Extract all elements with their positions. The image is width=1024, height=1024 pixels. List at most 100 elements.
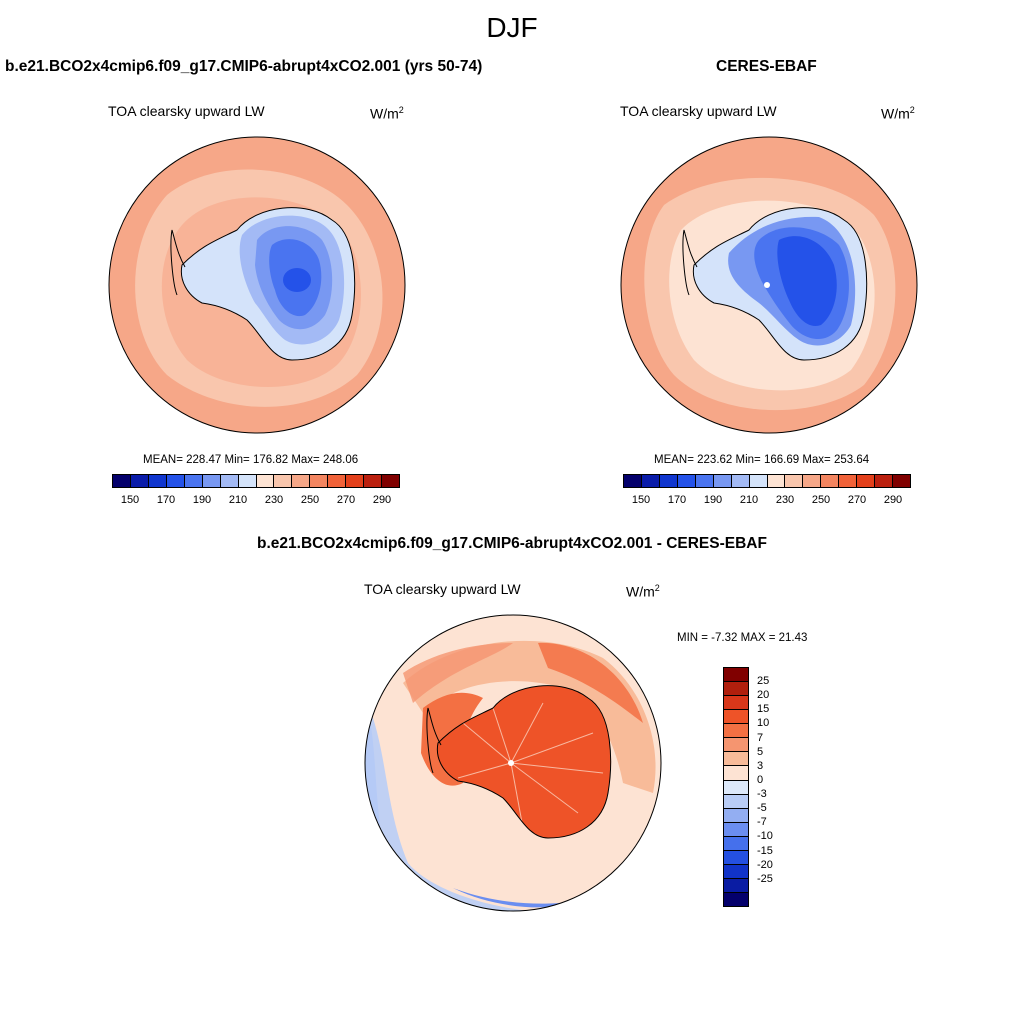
colorbar-swatch bbox=[724, 738, 748, 753]
colorbar-tick-label: -20 bbox=[757, 858, 773, 871]
colorbar-swatch bbox=[238, 475, 257, 487]
colorbar-tick-label: 210 bbox=[228, 494, 248, 506]
colorbar-swatch bbox=[677, 475, 696, 487]
colorbar-swatch bbox=[113, 475, 131, 487]
colorbar-swatch bbox=[839, 475, 858, 487]
colorbar-swatch bbox=[767, 475, 786, 487]
colorbar-swatch bbox=[724, 724, 748, 739]
diff-colorbar-ticks: 25 20 15 10 7 5 3 0 -3 -5 -7 -10 -15 -20 -25 bbox=[757, 667, 787, 907]
colorbar-swatch bbox=[731, 475, 750, 487]
colorbar-tick-label: 25 bbox=[757, 675, 770, 688]
colorbar-tick-label: 250 bbox=[300, 494, 320, 506]
colorbar-tick-label: 0 bbox=[757, 773, 764, 786]
colorbar-swatch bbox=[346, 475, 365, 487]
colorbar-swatch bbox=[130, 475, 149, 487]
diff-colorbar bbox=[723, 667, 749, 907]
colorbar-tick-label: 230 bbox=[264, 494, 284, 506]
right-colorbar bbox=[623, 474, 911, 488]
colorbar-swatch bbox=[724, 893, 748, 907]
colorbar-tick-label: 270 bbox=[336, 494, 356, 506]
colorbar-swatch bbox=[724, 850, 748, 865]
diff-panel-case-title: b.e21.BCO2x4cmip6.f09_g17.CMIP6-abrupt4x… bbox=[257, 535, 767, 552]
left-panel-variable-label: TOA clearsky upward LW bbox=[108, 103, 265, 119]
left-colorbar bbox=[112, 474, 400, 488]
colorbar-swatch bbox=[148, 475, 167, 487]
colorbar-tick-label: 190 bbox=[703, 494, 723, 506]
colorbar-swatch bbox=[724, 808, 748, 823]
colorbar-swatch bbox=[724, 696, 748, 711]
colorbar-tick-label: 270 bbox=[847, 494, 867, 506]
diff-polar-map bbox=[364, 614, 662, 912]
colorbar-swatch bbox=[857, 475, 876, 487]
colorbar-tick-label: 150 bbox=[631, 494, 651, 506]
colorbar-swatch bbox=[659, 475, 678, 487]
colorbar-swatch bbox=[724, 864, 748, 879]
colorbar-tick-label: 15 bbox=[757, 703, 770, 716]
colorbar-swatch bbox=[724, 836, 748, 851]
colorbar-swatch bbox=[724, 794, 748, 809]
colorbar-tick-label: 3 bbox=[757, 759, 764, 772]
diff-panel-stats: MIN = -7.32 MAX = 21.43 bbox=[677, 632, 808, 644]
colorbar-tick-label: 150 bbox=[120, 494, 140, 506]
colorbar-swatch bbox=[724, 878, 748, 893]
right-panel-variable-label: TOA clearsky upward LW bbox=[620, 103, 777, 119]
colorbar-tick-label: 210 bbox=[739, 494, 759, 506]
colorbar-swatch bbox=[641, 475, 660, 487]
right-polar-map bbox=[620, 136, 918, 434]
right-panel-unit-label: W/m2 bbox=[881, 105, 915, 122]
colorbar-swatch bbox=[292, 475, 311, 487]
colorbar-swatch bbox=[724, 822, 748, 837]
colorbar-tick-label: -25 bbox=[757, 872, 773, 885]
colorbar-tick-label: -3 bbox=[757, 788, 767, 801]
colorbar-swatch bbox=[724, 766, 748, 781]
colorbar-swatch bbox=[202, 475, 221, 487]
right-colorbar-ticks: 150 170 190 210 230 250 270 290 bbox=[623, 494, 911, 508]
colorbar-swatch bbox=[803, 475, 822, 487]
colorbar-tick-label: 290 bbox=[883, 494, 903, 506]
colorbar-tick-label: 170 bbox=[156, 494, 176, 506]
colorbar-tick-label: 190 bbox=[192, 494, 212, 506]
colorbar-swatch bbox=[724, 710, 748, 725]
colorbar-swatch bbox=[220, 475, 239, 487]
colorbar-swatch bbox=[624, 475, 642, 487]
colorbar-tick-label: 10 bbox=[757, 717, 770, 730]
colorbar-swatch bbox=[695, 475, 714, 487]
colorbar-swatch bbox=[785, 475, 804, 487]
colorbar-swatch bbox=[310, 475, 329, 487]
colorbar-tick-label: 5 bbox=[757, 745, 764, 758]
colorbar-swatch bbox=[749, 475, 768, 487]
colorbar-swatch bbox=[713, 475, 732, 487]
right-panel-stats: MEAN= 223.62 Min= 166.69 Max= 253.64 bbox=[654, 454, 870, 466]
colorbar-tick-label: 170 bbox=[667, 494, 687, 506]
colorbar-swatch bbox=[274, 475, 293, 487]
colorbar-swatch bbox=[875, 475, 894, 487]
left-panel-stats: MEAN= 228.47 Min= 176.82 Max= 248.06 bbox=[143, 454, 359, 466]
colorbar-swatch bbox=[166, 475, 185, 487]
colorbar-swatch bbox=[724, 682, 748, 697]
colorbar-tick-label: 250 bbox=[811, 494, 831, 506]
colorbar-tick-label: -10 bbox=[757, 830, 773, 843]
colorbar-tick-label: 7 bbox=[757, 731, 764, 744]
left-panel-case-title: b.e21.BCO2x4cmip6.f09_g17.CMIP6-abrupt4x… bbox=[5, 58, 483, 75]
colorbar-tick-label: 290 bbox=[372, 494, 392, 506]
colorbar-swatch bbox=[184, 475, 203, 487]
colorbar-swatch bbox=[328, 475, 347, 487]
right-panel-case-title: CERES-EBAF bbox=[716, 58, 817, 75]
colorbar-tick-label: -5 bbox=[757, 802, 767, 815]
diff-panel-unit-label: W/m2 bbox=[626, 583, 660, 600]
colorbar-swatch bbox=[724, 668, 748, 683]
colorbar-swatch bbox=[256, 475, 275, 487]
left-colorbar-ticks: 150 170 190 210 230 250 270 290 bbox=[112, 494, 400, 508]
colorbar-swatch bbox=[364, 475, 383, 487]
colorbar-swatch bbox=[821, 475, 840, 487]
colorbar-swatch bbox=[382, 475, 399, 487]
colorbar-swatch bbox=[724, 780, 748, 795]
colorbar-swatch bbox=[724, 752, 748, 767]
left-panel-unit-label: W/m2 bbox=[370, 105, 404, 122]
colorbar-tick-label: 230 bbox=[775, 494, 795, 506]
colorbar-swatch bbox=[893, 475, 910, 487]
colorbar-tick-label: -7 bbox=[757, 816, 767, 829]
left-polar-map bbox=[108, 136, 406, 434]
colorbar-tick-label: 20 bbox=[757, 689, 770, 702]
figure-title: DJF bbox=[486, 12, 538, 43]
